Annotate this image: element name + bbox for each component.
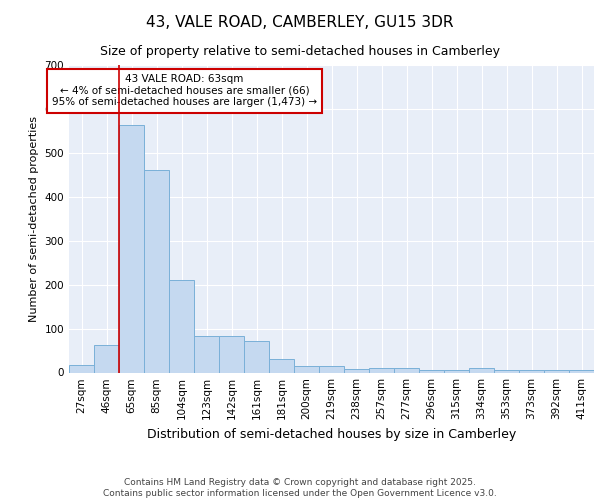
- Bar: [569, 370, 594, 372]
- Bar: [219, 336, 244, 372]
- Bar: [519, 370, 544, 372]
- Bar: [144, 170, 169, 372]
- Bar: [69, 364, 94, 372]
- Bar: [444, 370, 469, 372]
- Bar: [469, 368, 494, 372]
- Bar: [494, 370, 519, 372]
- Bar: [119, 125, 144, 372]
- Text: Size of property relative to semi-detached houses in Camberley: Size of property relative to semi-detach…: [100, 45, 500, 58]
- X-axis label: Distribution of semi-detached houses by size in Camberley: Distribution of semi-detached houses by …: [147, 428, 516, 441]
- Bar: [194, 336, 219, 372]
- Text: 43, VALE ROAD, CAMBERLEY, GU15 3DR: 43, VALE ROAD, CAMBERLEY, GU15 3DR: [146, 15, 454, 30]
- Bar: [369, 368, 394, 372]
- Bar: [269, 360, 294, 372]
- Bar: [244, 342, 269, 372]
- Bar: [544, 370, 569, 372]
- Text: 43 VALE ROAD: 63sqm
← 4% of semi-detached houses are smaller (66)
95% of semi-de: 43 VALE ROAD: 63sqm ← 4% of semi-detache…: [52, 74, 317, 108]
- Text: Contains HM Land Registry data © Crown copyright and database right 2025.
Contai: Contains HM Land Registry data © Crown c…: [103, 478, 497, 498]
- Y-axis label: Number of semi-detached properties: Number of semi-detached properties: [29, 116, 39, 322]
- Bar: [294, 366, 319, 372]
- Bar: [94, 346, 119, 372]
- Bar: [394, 368, 419, 372]
- Bar: [344, 369, 369, 372]
- Bar: [169, 280, 194, 372]
- Bar: [319, 366, 344, 372]
- Bar: [419, 370, 444, 372]
